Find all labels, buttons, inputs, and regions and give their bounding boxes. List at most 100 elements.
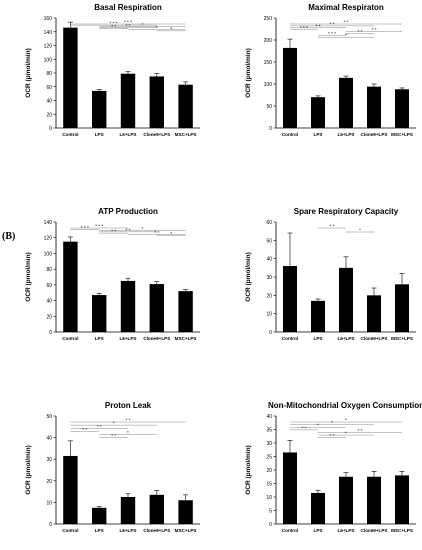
x-tick-label: MSC+LPS <box>391 528 413 533</box>
y-tick-label: 80 <box>46 267 52 273</box>
bar-msc-lps <box>178 500 193 524</box>
y-tick-label: 20 <box>46 479 52 485</box>
panel-maximal-respiration: Maximal Respiraton OCR (pmol/min) 0 50 100 15… <box>232 0 422 160</box>
x-tick-label: LPS <box>95 132 104 137</box>
x-tick-label: Control <box>62 528 78 533</box>
significance-label: * * <box>301 425 306 430</box>
x-tick-label: LPS <box>314 336 323 341</box>
significance-label: * * <box>315 23 320 28</box>
y-tick-label: 30 <box>266 275 272 281</box>
x-tick-label: LPS <box>314 132 323 137</box>
chart-title: Basal Respiration <box>94 3 162 12</box>
y-tick-label: 40 <box>46 299 52 305</box>
x-tick-label: L6+LPS <box>120 132 137 137</box>
bar-l6-lps <box>120 497 136 524</box>
significance-label: * * * <box>124 19 132 24</box>
y-tick-label: 50 <box>266 238 272 244</box>
y-axis-label: OCR (pmol/min) <box>245 48 252 97</box>
y-tick-label: 60 <box>46 85 52 91</box>
y-tick-label: 30 <box>46 457 52 463</box>
panel-spare-respiratory-capacity: Spare Respiratory Capacity OCR (pmol/min)… <box>232 204 422 364</box>
y-tick-label: 20 <box>46 314 52 320</box>
x-tick-label: L6+LPS <box>338 528 355 533</box>
y-tick-label: 25 <box>266 455 272 461</box>
significance-label: * <box>345 32 347 37</box>
y-tick-label: 20 <box>266 293 272 299</box>
y-tick-label: 50 <box>46 414 52 420</box>
panel-non-mitochondrial-oxygen-consumption: Non-Mitochondrial Oxygen Consumption OCR … <box>232 398 422 550</box>
y-tick-label: 250 <box>264 16 273 22</box>
bar-control <box>283 47 297 128</box>
bar-clone9-lps <box>149 494 164 524</box>
x-tick-label: Clone9+LPS <box>143 132 170 137</box>
y-tick-label: 0 <box>269 330 272 336</box>
y-tick-label: 20 <box>266 468 272 474</box>
y-tick-label: 0 <box>269 522 272 528</box>
y-tick-label: 40 <box>46 436 52 442</box>
significance-label: * * <box>111 433 116 438</box>
y-tick-label: 150 <box>264 60 273 66</box>
bar-msc-lps <box>395 475 409 524</box>
chart-title: ATP Production <box>98 207 158 216</box>
x-tick-label: Clone9+LPS <box>361 336 388 341</box>
bar-clone9-lps <box>367 476 381 524</box>
significance-label: * * <box>82 426 87 431</box>
x-tick-label: L6+LPS <box>338 336 355 341</box>
panel-atp-production: ATP Production OCR (pmol/min) 0 20 40 60 80 100… <box>12 204 208 364</box>
y-tick-label: 0 <box>49 126 52 132</box>
y-tick-label: 0 <box>269 126 272 132</box>
bar-clone9-lps <box>367 295 381 332</box>
bar-lps <box>92 295 107 332</box>
bar-control <box>63 27 78 128</box>
bar-l6-lps <box>120 280 136 332</box>
y-tick-label: 40 <box>266 257 272 263</box>
significance-label: * * <box>329 223 334 228</box>
significance-label: * * * <box>81 224 89 229</box>
y-axis-label: OCR (pmol/min) <box>25 252 32 301</box>
bar-lps <box>311 492 325 524</box>
y-tick-label: 15 <box>266 482 272 488</box>
x-tick-label: Control <box>62 336 78 341</box>
y-tick-label: 60 <box>46 283 52 289</box>
x-tick-label: Clone9+LPS <box>143 528 170 533</box>
significance-label: * <box>345 417 347 422</box>
significance-label: * * <box>111 228 116 233</box>
y-tick-label: 30 <box>266 441 272 447</box>
significance-label: * <box>345 430 347 435</box>
y-axis-label: OCR (pmol/min) <box>245 445 252 494</box>
y-tick-label: 5 <box>269 509 272 515</box>
panel-proton-leak: Proton Leak OCR (pmol/min) 0 10 20 30 40 50 Cont… <box>12 398 208 550</box>
y-tick-label: 200 <box>264 38 273 44</box>
y-tick-label: 35 <box>266 428 272 434</box>
x-tick-label: L6+LPS <box>120 528 137 533</box>
bar-l6-lps <box>339 267 353 332</box>
x-tick-label: LPS <box>95 528 104 533</box>
y-tick-label: 100 <box>44 251 53 257</box>
y-tick-label: 80 <box>46 71 52 77</box>
bar-lps <box>311 97 325 128</box>
x-tick-label: LPS <box>95 336 104 341</box>
chart-svg: ATP Production OCR (pmol/min) 0 20 40 60 80 100… <box>25 207 200 341</box>
significance-label: * <box>170 26 172 31</box>
y-tick-label: 10 <box>266 312 272 318</box>
chart-svg: Non-Mitochondrial Oxygen Consumption OCR … <box>245 401 422 533</box>
y-tick-label: 0 <box>49 330 52 336</box>
bar-clone9-lps <box>149 284 164 332</box>
significance-label: * * * <box>95 223 103 228</box>
y-tick-label: 10 <box>266 495 272 501</box>
chart-svg: Proton Leak OCR (pmol/min) 0 10 20 30 40 50 Cont… <box>25 401 200 533</box>
significance-label: * <box>331 420 333 425</box>
significance-label: * <box>156 25 158 30</box>
bar-lps <box>92 507 107 524</box>
significance-label: * <box>317 422 319 427</box>
chart-svg: Maximal Respiraton OCR (pmol/min) 0 50 100 15… <box>245 3 416 137</box>
chart-title: Spare Respiratory Capacity <box>294 207 399 216</box>
x-tick-label: MSC+LPS <box>391 336 413 341</box>
x-tick-label: Control <box>282 336 298 341</box>
y-tick-label: 0 <box>49 522 52 528</box>
x-tick-label: Clone9+LPS <box>361 132 388 137</box>
bar-control <box>283 452 297 524</box>
significance-label: * * * <box>300 25 308 30</box>
bar-clone9-lps <box>149 76 164 128</box>
y-axis-label: OCR (pmol/min) <box>245 252 252 301</box>
